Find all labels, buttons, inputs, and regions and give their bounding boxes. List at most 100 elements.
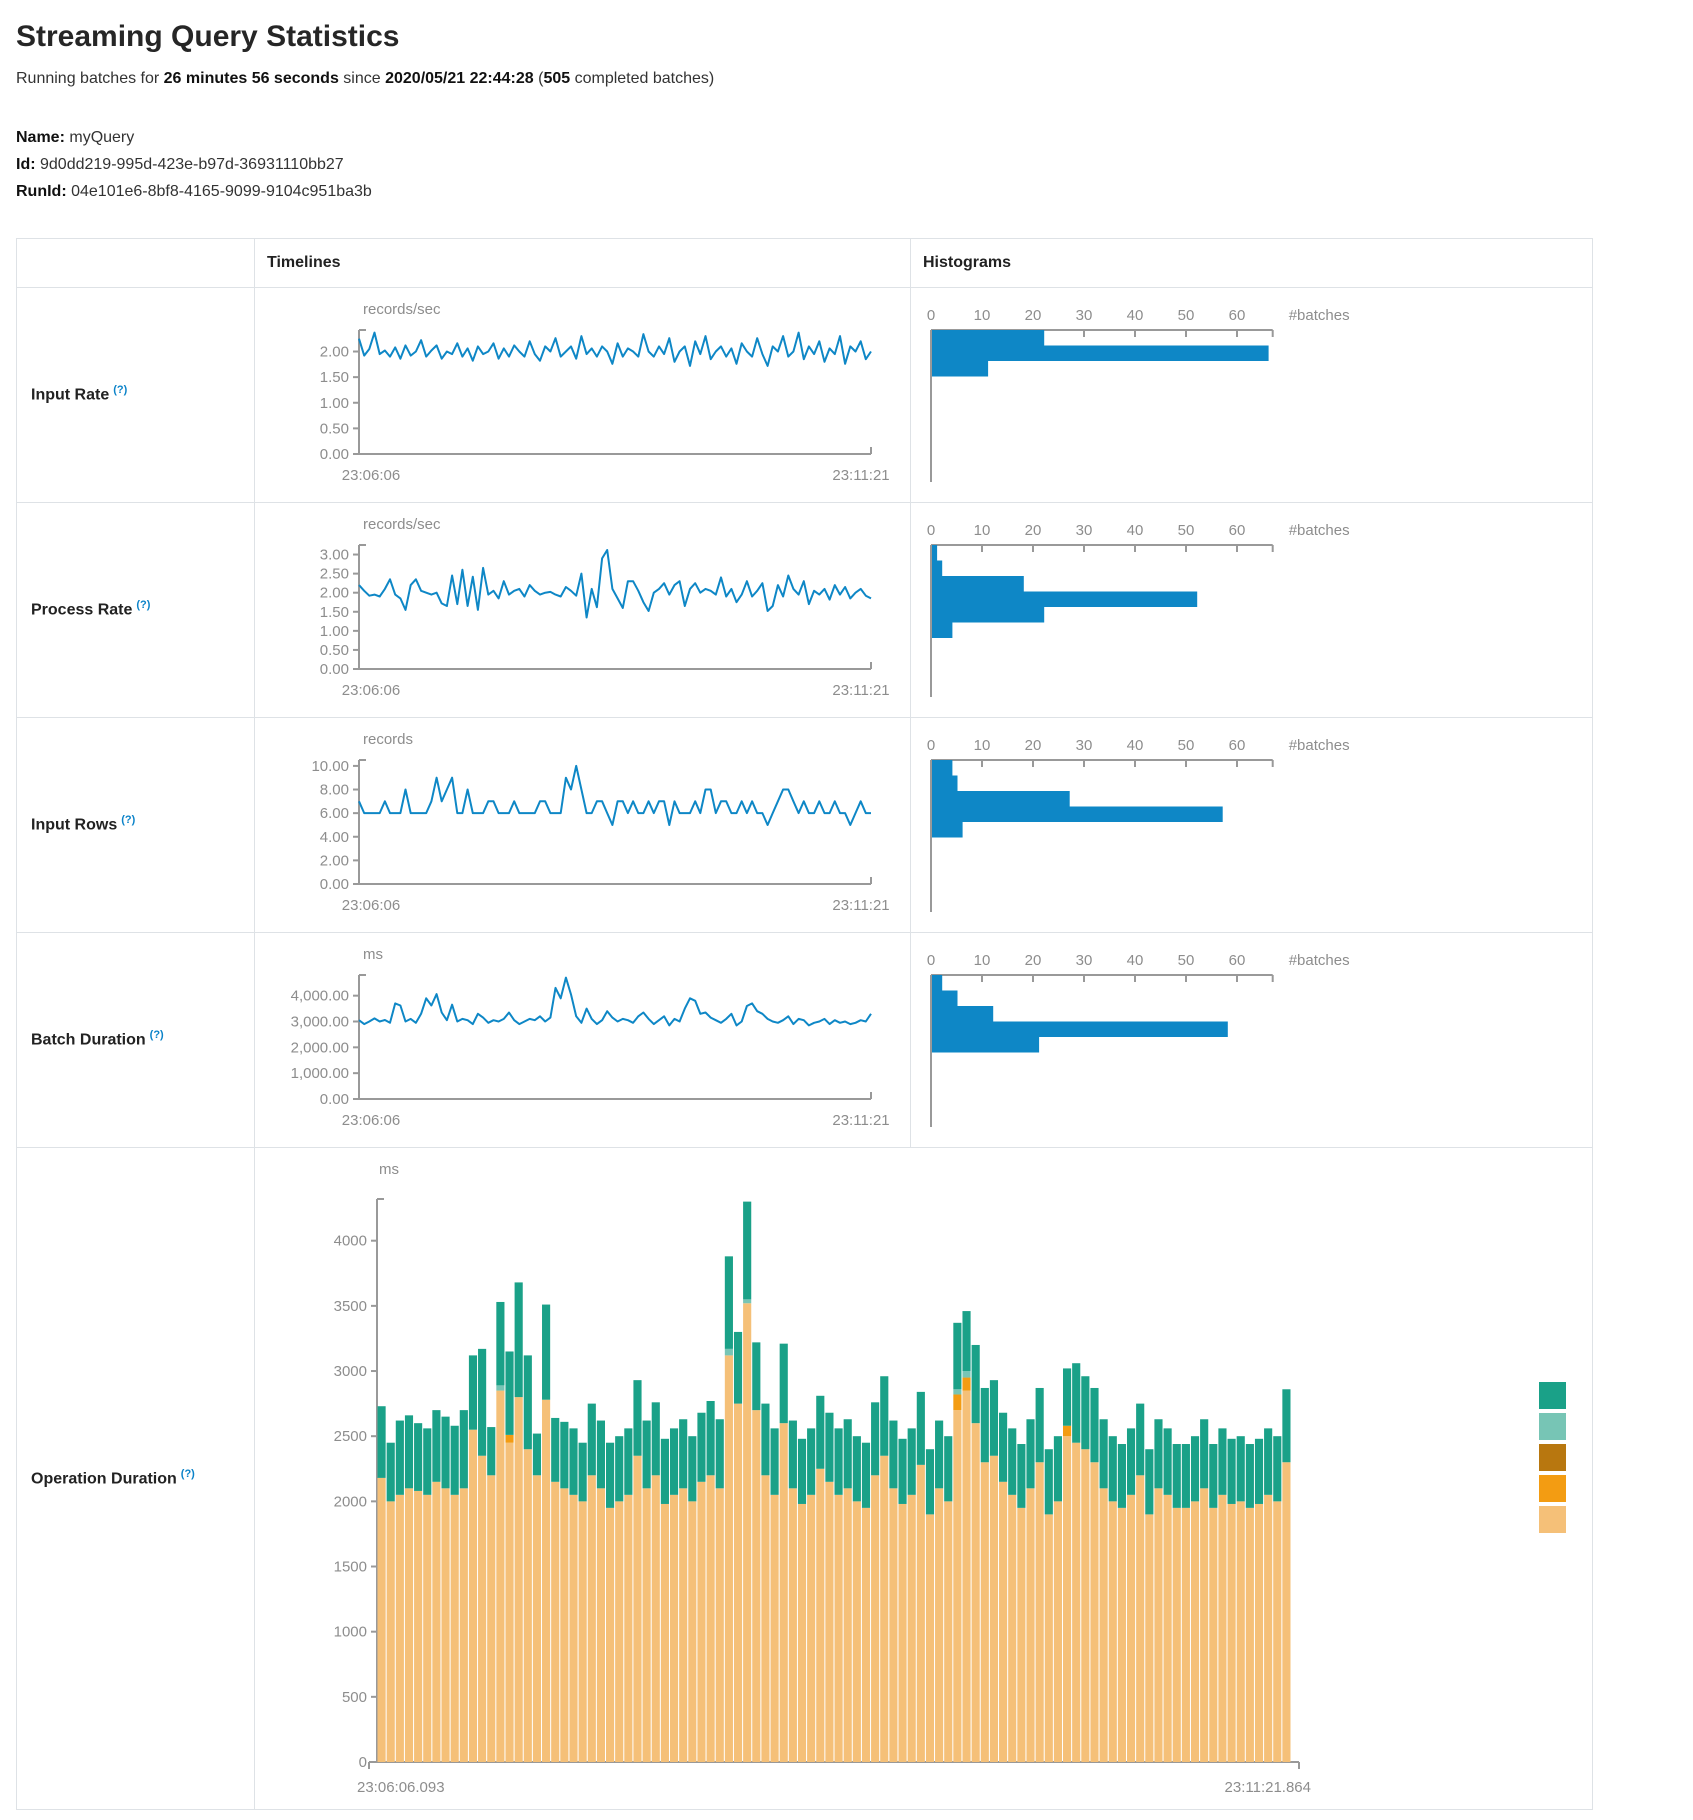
- paren-open: (: [533, 70, 544, 87]
- svg-text:0: 0: [927, 307, 935, 324]
- svg-text:2.00: 2.00: [320, 852, 349, 869]
- running-duration: 26 minutes 56 seconds: [163, 70, 339, 87]
- input-rows-label: Input Rows: [31, 816, 118, 834]
- header-timelines: Timelines: [254, 237, 911, 288]
- input-rows-histogram-chart: 0 10 20 30 40 50 60 #batches: [915, 724, 1590, 929]
- batch-duration-label-cell: Batch Duration (?): [16, 931, 255, 1148]
- svg-text:3.00: 3.00: [320, 546, 349, 563]
- operation-duration-stacked-chart: ms 4000 3500 3000 2500 2000 1500 1000 500 0 23:06:…: [259, 1154, 1590, 1807]
- query-runid-line: RunId: 04e101e6-8bf8-4165-9099-9104c951b…: [16, 178, 1693, 205]
- start-time: 2020/05/21 22:44:28: [385, 70, 534, 87]
- page-title: Streaming Query Statistics: [16, 20, 400, 53]
- svg-text:2.50: 2.50: [320, 565, 349, 582]
- svg-text:60: 60: [1229, 307, 1246, 324]
- svg-text:40: 40: [1127, 737, 1144, 754]
- svg-text:30: 30: [1076, 952, 1093, 969]
- svg-text:4000: 4000: [334, 1232, 367, 1249]
- svg-text:0: 0: [359, 1754, 367, 1771]
- batch-duration-timeline-chart: ms 4,000.00 3,000.00 2,000.00 1,000.00 0.00 23…: [259, 939, 908, 1144]
- svg-text:1,000.00: 1,000.00: [291, 1065, 349, 1082]
- svg-text:23:06:06: 23:06:06: [342, 1112, 400, 1129]
- process-rate-label: Process Rate: [31, 601, 133, 619]
- name-label: Name:: [16, 129, 65, 146]
- query-id-line: Id: 9d0dd219-995d-423e-b97d-36931110bb27: [16, 151, 1693, 178]
- operation-duration-help-icon[interactable]: (?): [180, 1467, 195, 1480]
- input-rate-timeline-chart: records/sec 2.00 1.50 1.00 0.50 0.00 23:06:06 2…: [259, 294, 908, 499]
- input-rows-timeline-chart: records 10.00 8.00 6.00 4.00 2.00 0.00 23:06:06…: [259, 724, 908, 929]
- operation-duration-row: Operation Duration (?) ms 4000 3500 3000 2500…: [16, 1146, 1593, 1810]
- process-rate-help-icon[interactable]: (?): [136, 599, 151, 612]
- batch-duration-help-icon[interactable]: (?): [149, 1029, 164, 1042]
- svg-text:3500: 3500: [334, 1297, 367, 1314]
- header-empty: [16, 237, 255, 288]
- svg-text:1500: 1500: [334, 1558, 367, 1575]
- svg-text:2000: 2000: [334, 1493, 367, 1510]
- svg-text:1000: 1000: [334, 1623, 367, 1640]
- id-label: Id:: [16, 156, 36, 174]
- svg-text:0.00: 0.00: [320, 661, 349, 678]
- header-histograms: Histograms: [910, 237, 1593, 288]
- svg-text:#batches: #batches: [1289, 522, 1350, 539]
- svg-text:3000: 3000: [334, 1363, 367, 1380]
- table-header-row: Timelines Histograms: [16, 237, 1593, 288]
- svg-text:1.50: 1.50: [320, 369, 349, 386]
- query-name-line: Name: myQuery: [16, 124, 1693, 151]
- svg-text:500: 500: [342, 1688, 367, 1705]
- svg-text:8.00: 8.00: [320, 781, 349, 798]
- input-rate-help-icon[interactable]: (?): [113, 384, 128, 397]
- svg-text:2.00: 2.00: [320, 343, 349, 360]
- running-since: since: [338, 70, 386, 87]
- svg-text:2.00: 2.00: [320, 584, 349, 601]
- svg-text:1.50: 1.50: [320, 603, 349, 620]
- runid-label: RunId:: [16, 183, 67, 201]
- svg-text:0.00: 0.00: [320, 446, 349, 463]
- svg-text:#batches: #batches: [1289, 307, 1350, 324]
- runid-value: 04e101e6-8bf8-4165-9099-9104c951ba3b: [71, 183, 372, 201]
- svg-text:60: 60: [1229, 737, 1246, 754]
- svg-text:10.00: 10.00: [311, 757, 349, 774]
- operation-duration-label-cell: Operation Duration (?): [16, 1146, 255, 1810]
- svg-text:50: 50: [1178, 307, 1195, 324]
- process-rate-timeline-chart: records/sec 3.00 2.50 2.00 1.50 1.00 0.50 0.00 2…: [259, 509, 908, 714]
- svg-text:40: 40: [1127, 522, 1144, 539]
- svg-text:20: 20: [1025, 737, 1042, 754]
- batches-count: 505: [543, 70, 571, 87]
- process-rate-histogram-chart: 0 10 20 30 40 50 60 #batches: [915, 509, 1590, 714]
- svg-text:#batches: #batches: [1289, 952, 1350, 969]
- svg-text:ms: ms: [363, 946, 383, 963]
- svg-text:4,000.00: 4,000.00: [291, 987, 349, 1004]
- svg-text:10: 10: [974, 522, 991, 539]
- batch-duration-label: Batch Duration: [31, 1031, 146, 1049]
- svg-text:23:11:21: 23:11:21: [832, 467, 889, 484]
- svg-text:30: 30: [1076, 737, 1093, 754]
- svg-text:records/sec: records/sec: [363, 516, 441, 533]
- statistics-table: Timelines Histograms Input Rate (?) recor…: [16, 237, 1593, 1810]
- svg-text:1.00: 1.00: [320, 394, 349, 411]
- running-prefix: Running batches for: [16, 70, 164, 87]
- batches-suffix: completed batches): [570, 70, 715, 87]
- svg-text:records: records: [363, 731, 413, 748]
- svg-text:6.00: 6.00: [320, 805, 349, 822]
- svg-text:23:11:21.864: 23:11:21.864: [1225, 1779, 1311, 1796]
- input-rate-row: Input Rate (?) records/sec 2.00 1.50 1.00 0.5…: [16, 286, 1593, 503]
- svg-text:60: 60: [1229, 522, 1246, 539]
- svg-text:50: 50: [1178, 737, 1195, 754]
- input-rate-label-cell: Input Rate (?): [16, 286, 255, 503]
- process-rate-row: Process Rate (?) records/sec 3.00 2.50 2.00 1…: [16, 501, 1593, 718]
- svg-text:23:06:06: 23:06:06: [342, 897, 400, 914]
- id-value: 9d0dd219-995d-423e-b97d-36931110bb27: [40, 156, 344, 174]
- svg-text:2,000.00: 2,000.00: [291, 1039, 349, 1056]
- svg-text:23:06:06: 23:06:06: [342, 682, 400, 699]
- input-rows-label-cell: Input Rows (?): [16, 716, 255, 933]
- svg-text:0: 0: [927, 952, 935, 969]
- query-meta: Name: myQuery Id: 9d0dd219-995d-423e-b97…: [16, 124, 1693, 206]
- svg-text:10: 10: [974, 952, 991, 969]
- svg-text:20: 20: [1025, 952, 1042, 969]
- input-rate-label: Input Rate: [31, 386, 110, 404]
- svg-text:23:06:06.093: 23:06:06.093: [357, 1779, 445, 1796]
- input-rows-help-icon[interactable]: (?): [121, 814, 136, 827]
- svg-text:23:11:21: 23:11:21: [832, 1112, 889, 1129]
- svg-text:0.00: 0.00: [320, 1091, 349, 1108]
- running-summary: Running batches for 26 minutes 56 second…: [16, 70, 1693, 88]
- svg-text:records/sec: records/sec: [363, 301, 441, 318]
